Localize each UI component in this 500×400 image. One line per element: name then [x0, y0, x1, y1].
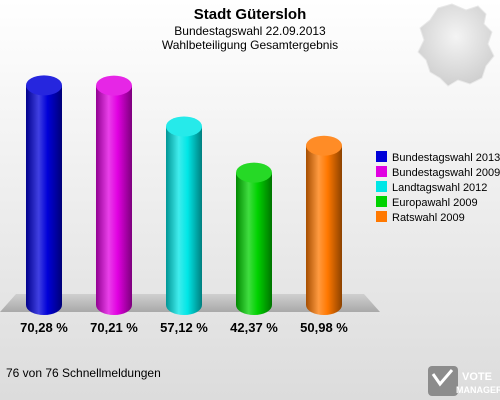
bar-cap: [166, 116, 202, 137]
legend-label: Bundestagswahl 2013: [392, 152, 500, 164]
legend-label: Europawahl 2009: [392, 197, 478, 209]
bar-body: [96, 85, 132, 315]
bar-body: [166, 126, 202, 315]
chart-subtitle: Bundestagswahl 22.09.2013: [174, 24, 326, 38]
value-label: 42,37 %: [230, 320, 278, 335]
bar-body: [26, 85, 62, 315]
bar-cap: [96, 75, 132, 96]
legend: Bundestagswahl 2013 Bundestagswahl 2009 La…: [376, 151, 500, 224]
value-label: 50,98 %: [300, 320, 348, 335]
footer-text: 76 von 76 Schnellmeldungen: [6, 366, 161, 380]
check-icon: [431, 369, 454, 387]
legend-swatch: [376, 151, 387, 162]
bar-cap: [236, 162, 272, 183]
value-label: 70,28 %: [20, 320, 68, 335]
legend-label: Bundestagswahl 2009: [392, 167, 500, 179]
bar: [96, 75, 132, 315]
chart-title: Stadt Gütersloh: [194, 6, 307, 23]
svg-text:VOTE: VOTE: [462, 371, 492, 383]
legend-label: Landtagswahl 2012: [392, 182, 487, 194]
bar-body: [306, 145, 342, 315]
legend-label: Ratswahl 2009: [392, 212, 465, 224]
chart-subtitle-2: Wahlbeteiligung Gesamtergebnis: [162, 38, 338, 52]
vote-manager-logo: VOTE MANAGER: [428, 366, 500, 396]
value-label: 70,21 %: [90, 320, 138, 335]
bar-body: [236, 172, 272, 315]
legend-swatch: [376, 166, 387, 177]
bar: [306, 135, 342, 315]
bar: [236, 162, 272, 315]
germany-map-icon: [417, 3, 495, 87]
value-labels-group: 70,28 % 70,21 % 57,12 % 42,37 % 50,98 %: [20, 320, 348, 335]
svg-text:MANAGER: MANAGER: [456, 385, 500, 395]
legend-swatch: [376, 211, 387, 222]
bar-cap: [26, 75, 62, 96]
legend-swatch: [376, 181, 387, 192]
bar: [166, 116, 202, 315]
bar: [26, 75, 62, 315]
bars-group: [26, 75, 342, 315]
legend-swatch: [376, 196, 387, 207]
value-label: 57,12 %: [160, 320, 208, 335]
bar-cap: [306, 135, 342, 156]
